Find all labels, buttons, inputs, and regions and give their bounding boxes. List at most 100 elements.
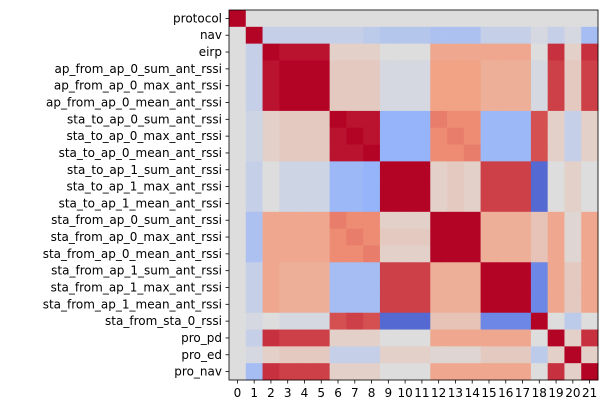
heatmap-cell-r11-c8 — [363, 195, 381, 213]
column-label-10: 10 — [397, 386, 412, 400]
heatmap-cell-r10-c17 — [514, 178, 532, 196]
heatmap-cell-r5-c7 — [346, 94, 364, 112]
heatmap-cells — [229, 10, 599, 381]
heatmap-cell-r12-c18 — [530, 211, 549, 230]
heatmap-cell-r15-c10 — [396, 262, 414, 280]
heatmap-cell-r11-c6 — [329, 195, 347, 213]
heatmap-cell-r20-c2 — [262, 346, 280, 364]
row-label-4: ap_from_ap_0_max_ant_rssi — [54, 79, 222, 93]
heatmap-cell-r13-c15 — [480, 228, 498, 246]
heatmap-cell-r10-c14 — [463, 178, 481, 196]
heatmap-cell-r0-c3 — [279, 10, 297, 28]
heatmap-cell-r6-c17 — [514, 110, 532, 129]
heatmap-cell-r6-c18 — [530, 110, 549, 129]
heatmap-cell-r7-c2 — [262, 127, 280, 145]
heatmap-cell-r11-c12 — [430, 195, 448, 213]
heatmap-cell-r18-c13 — [447, 312, 465, 330]
heatmap-cell-r14-c14 — [463, 245, 481, 263]
row-label-20: pro_ed — [181, 348, 222, 362]
row-label-17: sta_from_ap_1_mean_ant_rssi — [43, 297, 222, 311]
column-label-16: 16 — [498, 386, 513, 400]
heatmap-cell-r0-c19 — [547, 10, 565, 28]
axes-frame — [228, 9, 599, 381]
heatmap-cell-r9-c17 — [514, 161, 532, 179]
heatmap-cell-r20-c4 — [296, 346, 314, 364]
column-label-12: 12 — [431, 386, 446, 400]
heatmap-cell-r0-c20 — [564, 10, 582, 28]
heatmap-cell-r0-c1 — [245, 10, 263, 28]
heatmap-cell-r12-c4 — [296, 211, 314, 230]
heatmap-cell-r17-c12 — [430, 295, 448, 314]
heatmap-cell-r5-c14 — [463, 94, 481, 112]
heatmap-cell-r6-c13 — [447, 110, 465, 129]
heatmap-cell-r9-c10 — [396, 161, 414, 179]
heatmap-cell-r21-c21 — [581, 363, 599, 381]
heatmap-cell-r7-c18 — [530, 127, 549, 145]
heatmap-cell-r12-c10 — [396, 211, 414, 230]
heatmap-cell-r7-c10 — [396, 127, 414, 145]
heatmap-cell-r10-c13 — [447, 178, 465, 196]
heatmap-cell-r2-c11 — [413, 43, 431, 61]
heatmap-cell-r2-c9 — [379, 43, 398, 61]
heatmap-cell-r17-c18 — [530, 295, 549, 314]
heatmap-cell-r10-c16 — [497, 178, 515, 196]
heatmap-cell-r0-c16 — [497, 10, 515, 28]
heatmap-cell-r3-c18 — [530, 60, 549, 78]
heatmap-cell-r12-c3 — [279, 211, 297, 230]
heatmap-cell-r4-c12 — [430, 77, 448, 95]
heatmap-cell-r9-c13 — [447, 161, 465, 179]
heatmap-cell-r15-c11 — [413, 262, 431, 280]
heatmap-cell-r18-c21 — [581, 312, 599, 330]
heatmap-cell-r0-c15 — [480, 10, 498, 28]
heatmap-cell-r11-c9 — [379, 195, 398, 213]
heatmap-cell-r14-c19 — [547, 245, 565, 263]
heatmap-cell-r5-c5 — [312, 94, 331, 112]
heatmap-cell-r14-c20 — [564, 245, 582, 263]
heatmap-cell-r15-c12 — [430, 262, 448, 280]
heatmap-cell-r3-c19 — [547, 60, 565, 78]
heatmap-cell-r19-c18 — [530, 329, 549, 347]
heatmap-cell-r13-c19 — [547, 228, 565, 246]
heatmap-cell-r13-c4 — [296, 228, 314, 246]
heatmap-cell-r17-c14 — [463, 295, 481, 314]
heatmap-cell-r15-c7 — [346, 262, 364, 280]
heatmap-cell-r10-c12 — [430, 178, 448, 196]
heatmap-cell-r13-c2 — [262, 228, 280, 246]
column-label-17: 17 — [515, 386, 530, 400]
heatmap-cell-r18-c9 — [379, 312, 398, 330]
heatmap-cell-r17-c21 — [581, 295, 599, 314]
heatmap-cell-r16-c15 — [480, 279, 498, 297]
heatmap-cell-r17-c11 — [413, 295, 431, 314]
heatmap-cell-r19-c0 — [229, 329, 247, 347]
heatmap-cell-r13-c11 — [413, 228, 431, 246]
heatmap-cell-r4-c21 — [581, 77, 599, 95]
heatmap-cell-r17-c19 — [547, 295, 565, 314]
heatmap-cell-r8-c15 — [480, 144, 498, 162]
heatmap-cell-r20-c1 — [245, 346, 263, 364]
heatmap-cell-r21-c3 — [279, 363, 297, 381]
heatmap-cell-r6-c0 — [229, 110, 247, 129]
heatmap-cell-r13-c3 — [279, 228, 297, 246]
heatmap-cell-r3-c12 — [430, 60, 448, 78]
heatmap-cell-r17-c5 — [312, 295, 331, 314]
row-label-10: sta_to_ap_1_max_ant_rssi — [66, 180, 222, 194]
heatmap-cell-r9-c11 — [413, 161, 431, 179]
heatmap-cell-r2-c14 — [463, 43, 481, 61]
column-label-6: 6 — [334, 386, 342, 400]
heatmap-cell-r14-c12 — [430, 245, 448, 263]
heatmap-cell-r16-c14 — [463, 279, 481, 297]
row-label-3: ap_from_ap_0_sum_ant_rssi — [55, 62, 222, 76]
heatmap-cell-r20-c14 — [463, 346, 481, 364]
heatmap-cell-r1-c6 — [329, 26, 347, 45]
heatmap-cell-r3-c20 — [564, 60, 582, 78]
heatmap-cell-r3-c2 — [262, 60, 280, 78]
heatmap-cell-r6-c20 — [564, 110, 582, 129]
heatmap-cell-r14-c2 — [262, 245, 280, 263]
heatmap-cell-r12-c15 — [480, 211, 498, 230]
heatmap-cell-r0-c17 — [514, 10, 532, 28]
heatmap-cell-r0-c7 — [346, 10, 364, 28]
heatmap-cell-r3-c7 — [346, 60, 364, 78]
heatmap-cell-r17-c13 — [447, 295, 465, 314]
heatmap-cell-r1-c15 — [480, 26, 498, 45]
heatmap-cell-r2-c1 — [245, 43, 263, 61]
